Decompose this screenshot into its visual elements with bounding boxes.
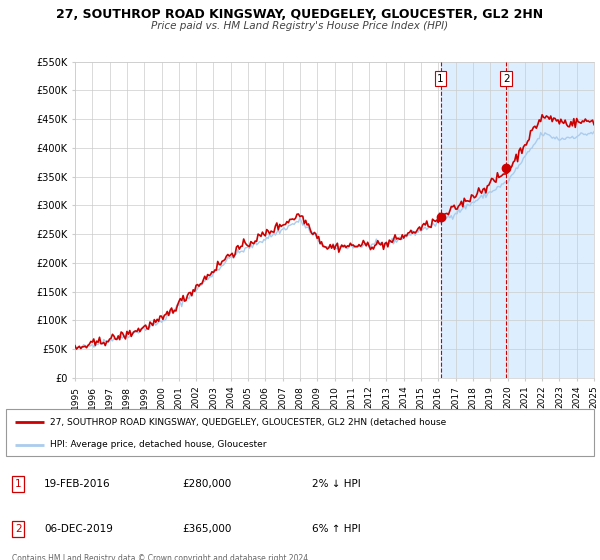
Text: 27, SOUTHROP ROAD KINGSWAY, QUEDGELEY, GLOUCESTER, GL2 2HN (detached house: 27, SOUTHROP ROAD KINGSWAY, QUEDGELEY, G… [50, 418, 446, 427]
Bar [440, 62, 594, 378]
Text: 2% ↓ HPI: 2% ↓ HPI [312, 479, 361, 489]
FancyBboxPatch shape [6, 409, 594, 456]
Text: 6% ↑ HPI: 6% ↑ HPI [312, 524, 361, 534]
Text: Price paid vs. HM Land Registry's House Price Index (HPI): Price paid vs. HM Land Registry's House … [151, 21, 449, 31]
Text: £365,000: £365,000 [182, 524, 232, 534]
Text: 19-FEB-2016: 19-FEB-2016 [44, 479, 111, 489]
Text: £280,000: £280,000 [182, 479, 232, 489]
Text: 27, SOUTHROP ROAD KINGSWAY, QUEDGELEY, GLOUCESTER, GL2 2HN: 27, SOUTHROP ROAD KINGSWAY, QUEDGELEY, G… [56, 8, 544, 21]
Text: 2: 2 [15, 524, 22, 534]
Text: 06-DEC-2019: 06-DEC-2019 [44, 524, 113, 534]
Text: HPI: Average price, detached house, Gloucester: HPI: Average price, detached house, Glou… [50, 440, 266, 449]
Text: 1: 1 [437, 74, 444, 84]
Text: 1: 1 [15, 479, 22, 489]
Text: 2: 2 [503, 74, 509, 84]
Text: Contains HM Land Registry data © Crown copyright and database right 2024.: Contains HM Land Registry data © Crown c… [12, 554, 311, 560]
